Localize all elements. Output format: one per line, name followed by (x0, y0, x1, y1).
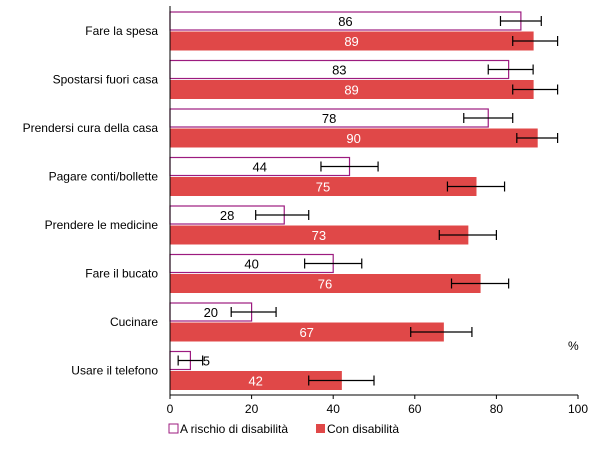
x-tick-label: 100 (568, 402, 588, 416)
x-ticks: 0 20 40 60 80 100 (167, 395, 588, 416)
data-label-b: 67 (299, 325, 313, 340)
x-tick-label: 20 (245, 402, 259, 416)
data-label-a: 28 (220, 208, 234, 223)
category-label: Spostarsi fuori casa (53, 73, 159, 87)
data-label-a: 40 (244, 257, 258, 272)
x-tick-label: 40 (327, 402, 341, 416)
x-tick-label: 60 (408, 402, 422, 416)
value-labels: 86 89 83 89 78 90 44 75 28 73 40 76 20 67 5 42 (203, 14, 361, 389)
category-label: Pagare conti/bollette (49, 170, 159, 184)
data-label-a: 5 (203, 354, 210, 369)
legend-label-b: Con disabilità (327, 422, 399, 436)
category-label: Prendersi cura della casa (23, 121, 159, 135)
data-label-b: 89 (344, 34, 358, 49)
data-label-b: 73 (312, 228, 326, 243)
category-label: Prendere le medicine (45, 218, 159, 232)
x-tick-label: 0 (167, 402, 174, 416)
data-label-b: 89 (344, 83, 358, 98)
x-axis (169, 6, 578, 396)
legend: A rischio di disabilità Con disabilità (168, 422, 399, 436)
data-label-a: 83 (332, 63, 346, 78)
category-label: Usare il telefono (71, 364, 158, 378)
legend-swatch-a (168, 423, 179, 434)
data-label-b: 90 (346, 131, 360, 146)
category-labels: Fare la spesa Spostarsi fuori casa Prender… (23, 24, 159, 378)
legend-swatch-b (316, 424, 325, 433)
category-label: Cucinare (110, 315, 158, 329)
data-label-a: 44 (253, 160, 267, 175)
data-label-a: 86 (338, 14, 352, 29)
error-bars (177, 16, 559, 386)
data-label-b: 42 (248, 374, 262, 389)
legend-label-a: A rischio di disabilità (180, 422, 288, 436)
data-label-b: 75 (316, 180, 330, 195)
category-label: Fare la spesa (85, 24, 158, 38)
data-label-b: 76 (318, 277, 332, 292)
category-label: Fare il bucato (85, 267, 158, 281)
data-label-a: 20 (204, 305, 218, 320)
unit-label: % (568, 339, 579, 353)
x-tick-label: 80 (490, 402, 504, 416)
data-label-a: 78 (322, 111, 336, 126)
